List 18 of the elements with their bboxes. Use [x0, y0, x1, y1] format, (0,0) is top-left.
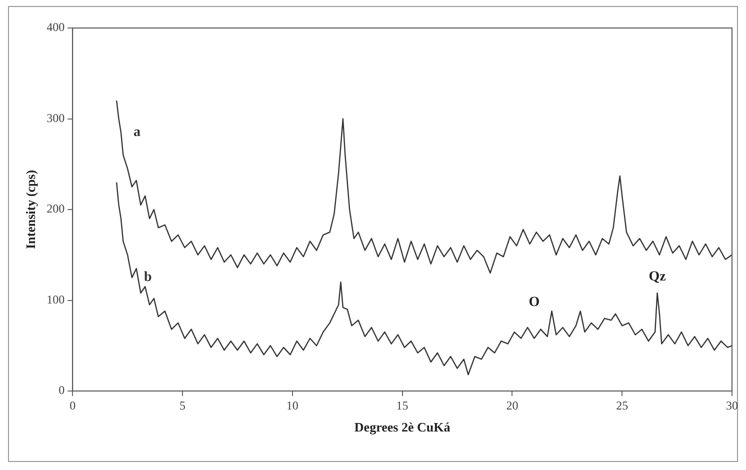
x-tick-label: 15	[396, 398, 408, 412]
series-label: b	[144, 270, 152, 286]
x-tick-label: 30	[726, 398, 738, 412]
x-axis-title: Degrees 2è CuKá	[354, 420, 451, 435]
y-tick-label: 200	[46, 202, 65, 216]
y-tick-label: 0	[58, 383, 65, 398]
y-tick-label: 100	[46, 292, 65, 306]
series-label: a	[133, 124, 140, 140]
y-tick-label: 300	[46, 110, 65, 125]
x-tick-label: 25	[616, 398, 628, 412]
y-tick-label: 400	[46, 20, 65, 34]
annotation: Qz	[648, 270, 666, 285]
x-tick-label: 20	[506, 398, 518, 412]
y-axis-title: Intensity (cps)	[23, 170, 38, 250]
annotation: O	[528, 294, 540, 310]
x-tick-label: 5	[180, 398, 186, 412]
x-tick-label: 10	[286, 398, 298, 412]
x-tick-label: 0	[70, 398, 76, 412]
